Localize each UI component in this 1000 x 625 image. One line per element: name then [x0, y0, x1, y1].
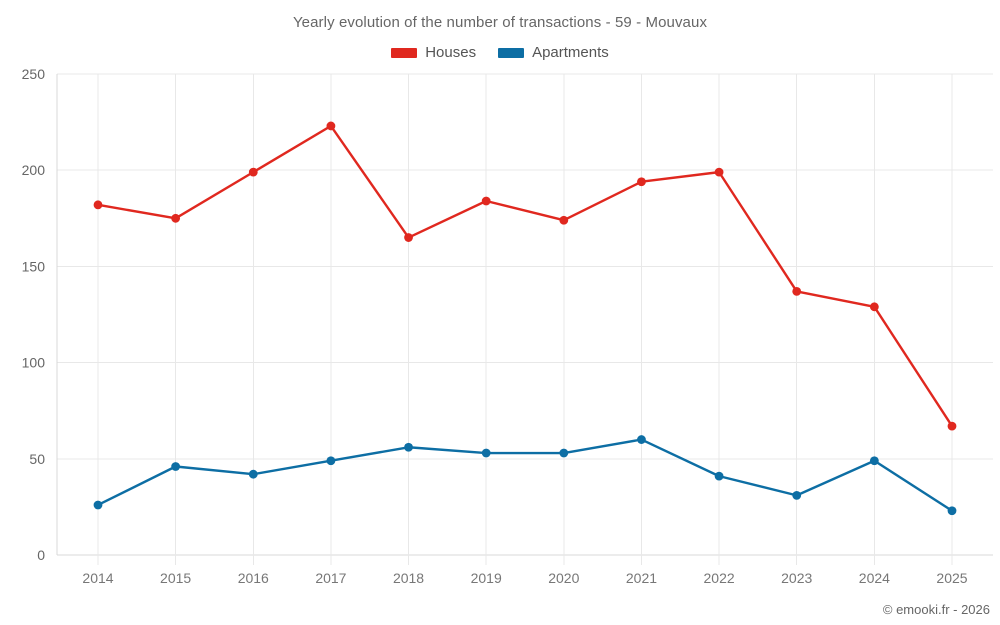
data-point-houses-2024[interactable] — [869, 302, 879, 312]
gridlines — [56, 73, 993, 565]
data-point-apartments-2020[interactable] — [559, 448, 569, 458]
data-point-apartments-2017[interactable] — [326, 456, 336, 466]
data-point-houses-2022[interactable] — [714, 167, 724, 177]
y-axis-tick-labels: 0 50 100 150 200 250 — [22, 66, 46, 563]
data-point-houses-2020[interactable] — [559, 215, 569, 225]
x-tick-label: 2018 — [393, 570, 424, 586]
data-point-apartments-2018[interactable] — [404, 442, 413, 452]
legend-item-apartments[interactable]: Apartments — [498, 44, 609, 61]
series-line-houses — [96, 124, 954, 428]
data-series — [93, 121, 957, 516]
y-tick-label: 0 — [37, 547, 45, 563]
x-tick-label: 2020 — [548, 570, 579, 586]
x-tick-label: 2016 — [238, 570, 269, 586]
data-point-houses-2019[interactable] — [481, 196, 491, 206]
data-point-houses-2021[interactable] — [637, 177, 646, 187]
x-tick-label: 2019 — [471, 570, 502, 586]
data-point-houses-2016[interactable] — [248, 167, 258, 177]
legend-label-houses: Houses — [425, 44, 477, 61]
y-tick-label: 150 — [22, 258, 46, 274]
chart-title: Yearly evolution of the number of transa… — [292, 14, 708, 31]
data-point-apartments-2025[interactable] — [947, 506, 957, 516]
data-point-apartments-2022[interactable] — [714, 471, 724, 481]
y-tick-label: 50 — [29, 451, 45, 467]
series-line-apartments — [96, 438, 954, 512]
x-tick-label: 2015 — [160, 570, 191, 586]
legend-item-houses[interactable]: Houses — [391, 44, 476, 61]
chart-legend: Houses Apartments — [0, 44, 1000, 61]
legend-label-apartments: Apartments — [532, 44, 609, 61]
x-tick-label: 2024 — [859, 570, 890, 586]
data-point-apartments-2023[interactable] — [792, 490, 802, 500]
data-point-apartments-2016[interactable] — [248, 469, 258, 479]
x-tick-label: 2025 — [936, 570, 967, 586]
data-point-houses-2018[interactable] — [404, 233, 413, 242]
data-point-apartments-2014[interactable] — [93, 500, 103, 510]
legend-swatch-houses — [391, 47, 418, 58]
data-point-houses-2025[interactable] — [947, 421, 957, 431]
data-point-apartments-2024[interactable] — [869, 456, 879, 466]
x-tick-label: 2014 — [82, 570, 113, 586]
x-tick-label: 2023 — [781, 570, 812, 586]
data-point-houses-2014[interactable] — [93, 200, 103, 210]
y-tick-label: 200 — [22, 162, 46, 178]
y-tick-label: 250 — [22, 66, 46, 82]
x-tick-label: 2017 — [315, 570, 346, 586]
data-point-houses-2015[interactable] — [171, 213, 181, 223]
data-point-houses-2023[interactable] — [792, 287, 802, 296]
x-tick-label: 2021 — [626, 570, 657, 586]
data-point-apartments-2021[interactable] — [637, 435, 646, 444]
data-point-apartments-2015[interactable] — [171, 462, 181, 471]
data-point-houses-2017[interactable] — [326, 121, 336, 131]
x-tick-label: 2022 — [704, 570, 735, 586]
x-axis-tick-labels: 2014 2015 2016 2017 2018 2019 2020 2021 2022 2023… — [82, 570, 967, 586]
legend-swatch-apartments — [498, 47, 525, 58]
y-tick-label: 100 — [22, 355, 46, 371]
footer-credit: © emooki.fr - 2026 — [882, 602, 990, 617]
data-point-apartments-2019[interactable] — [481, 448, 491, 458]
